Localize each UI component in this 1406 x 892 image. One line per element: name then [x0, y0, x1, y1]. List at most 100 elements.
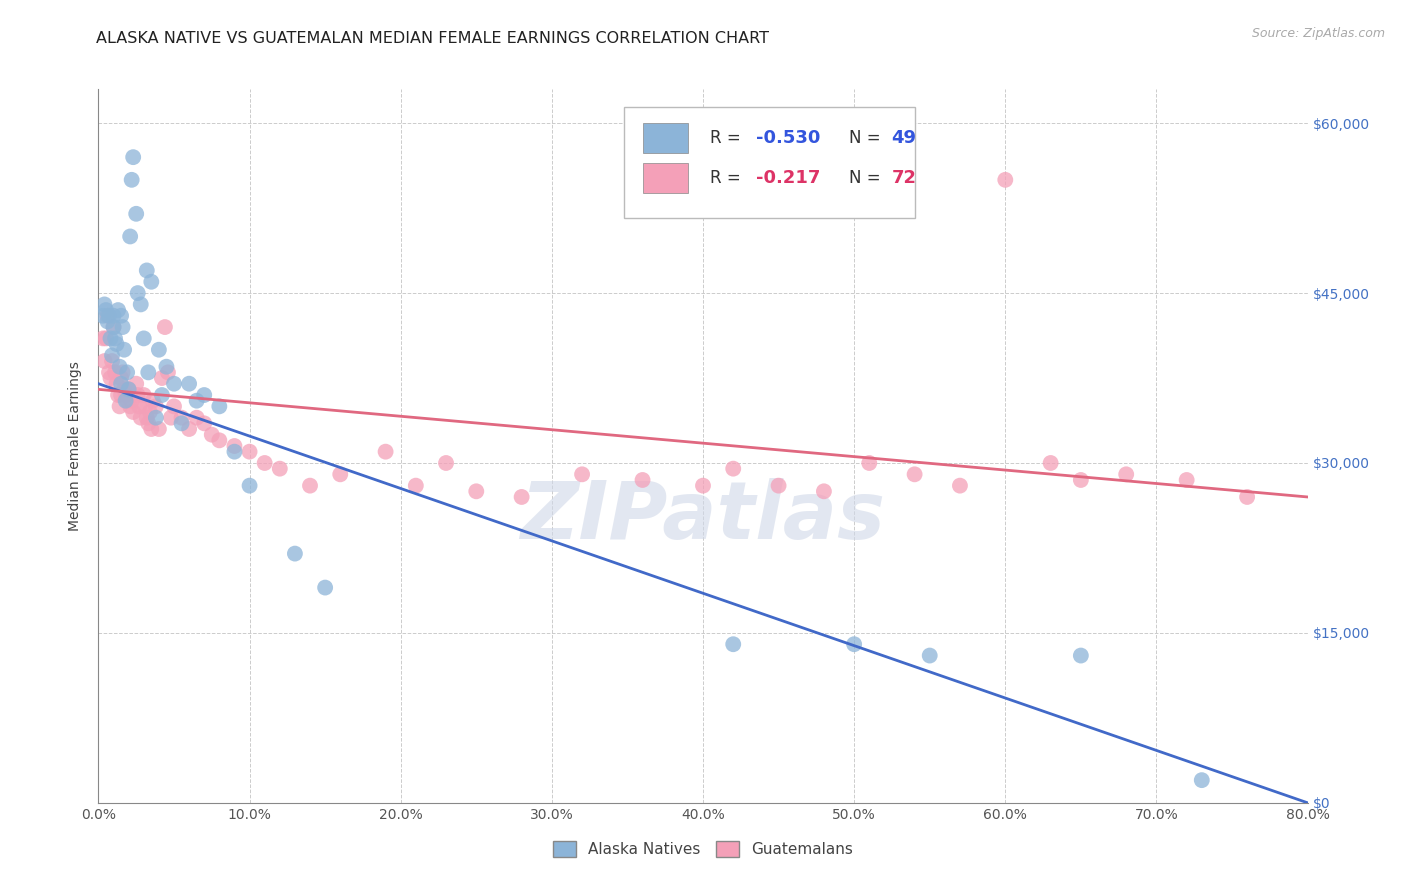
Point [110, 371, 132, 385]
Point [125, 376, 148, 391]
Text: ALASKA NATIVE VS GUATEMALAN MEDIAN FEMALE EARNINGS CORRELATION CHART: ALASKA NATIVE VS GUATEMALAN MEDIAN FEMAL… [96, 31, 769, 46]
Point [110, 376, 132, 391]
Point [224, 439, 246, 453]
Point [239, 478, 262, 492]
Point [1191, 773, 1213, 788]
Point [224, 444, 246, 458]
Point [142, 393, 165, 408]
Point [186, 393, 208, 408]
Point [127, 286, 149, 301]
Point [111, 365, 134, 379]
Point [141, 422, 163, 436]
Point [98, 309, 121, 323]
Point [114, 388, 136, 402]
FancyBboxPatch shape [624, 107, 915, 218]
Point [118, 383, 141, 397]
Point [101, 348, 124, 362]
Point [132, 388, 155, 402]
Point [141, 275, 163, 289]
Point [949, 478, 972, 492]
Point [110, 309, 132, 323]
Point [96, 314, 118, 328]
Point [101, 354, 124, 368]
Point [91, 331, 114, 345]
Point [148, 422, 170, 436]
Point [405, 478, 427, 492]
Point [201, 427, 224, 442]
Point [163, 376, 186, 391]
Point [155, 359, 177, 374]
Point [329, 467, 352, 482]
Point [107, 388, 129, 402]
Point [136, 417, 159, 431]
Point [115, 393, 138, 408]
Point [239, 444, 262, 458]
Point [93, 354, 115, 368]
Text: R =: R = [710, 169, 747, 186]
Point [813, 484, 835, 499]
Point [128, 400, 150, 414]
Point [179, 376, 201, 391]
Point [434, 456, 457, 470]
Point [98, 365, 121, 379]
Point [120, 400, 142, 414]
Point [134, 400, 156, 414]
Point [1070, 473, 1092, 487]
Point [1070, 648, 1092, 663]
Point [170, 417, 193, 431]
Point [135, 410, 157, 425]
Point [208, 400, 231, 414]
Point [631, 473, 654, 487]
Point [135, 263, 157, 277]
Point [163, 400, 186, 414]
Point [314, 581, 336, 595]
Point [269, 461, 291, 475]
Point [723, 461, 745, 475]
Point [1236, 490, 1258, 504]
Point [103, 320, 125, 334]
Point [179, 422, 201, 436]
Point [1039, 456, 1062, 470]
Point [103, 309, 125, 323]
Point [120, 229, 142, 244]
Point [91, 309, 114, 323]
Point [129, 297, 152, 311]
Point [148, 343, 170, 357]
Point [253, 456, 276, 470]
Point [122, 405, 145, 419]
Point [104, 365, 127, 379]
Text: ZIPatlas: ZIPatlas [520, 478, 886, 557]
Text: R =: R = [710, 129, 747, 147]
Y-axis label: Median Female Earnings: Median Female Earnings [69, 361, 83, 531]
Point [96, 309, 118, 323]
Text: -0.530: -0.530 [756, 129, 821, 147]
Point [121, 173, 143, 187]
Point [108, 400, 131, 414]
Point [112, 383, 135, 397]
Point [374, 444, 396, 458]
Point [723, 637, 745, 651]
Text: N =: N = [849, 129, 886, 147]
Point [186, 410, 208, 425]
Text: Source: ZipAtlas.com: Source: ZipAtlas.com [1251, 27, 1385, 40]
Point [844, 637, 866, 651]
Point [105, 376, 128, 391]
Point [1175, 473, 1198, 487]
Text: -0.217: -0.217 [756, 169, 821, 186]
Point [150, 388, 173, 402]
Point [93, 297, 115, 311]
Point [122, 150, 145, 164]
Point [129, 410, 152, 425]
Point [465, 484, 488, 499]
Point [170, 410, 193, 425]
Point [132, 331, 155, 345]
Point [160, 410, 183, 425]
Point [139, 405, 162, 419]
Point [145, 400, 167, 414]
Point [692, 478, 714, 492]
Point [1115, 467, 1137, 482]
Point [105, 337, 128, 351]
Point [284, 547, 307, 561]
Legend: Alaska Natives, Guatemalans: Alaska Natives, Guatemalans [547, 835, 859, 863]
Point [115, 365, 138, 379]
